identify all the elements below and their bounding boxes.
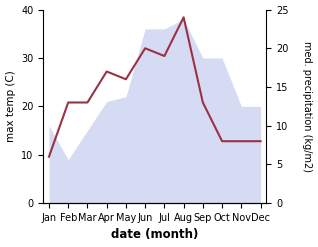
Y-axis label: max temp (C): max temp (C) bbox=[5, 70, 16, 142]
X-axis label: date (month): date (month) bbox=[111, 228, 198, 242]
Y-axis label: med. precipitation (kg/m2): med. precipitation (kg/m2) bbox=[302, 41, 313, 172]
